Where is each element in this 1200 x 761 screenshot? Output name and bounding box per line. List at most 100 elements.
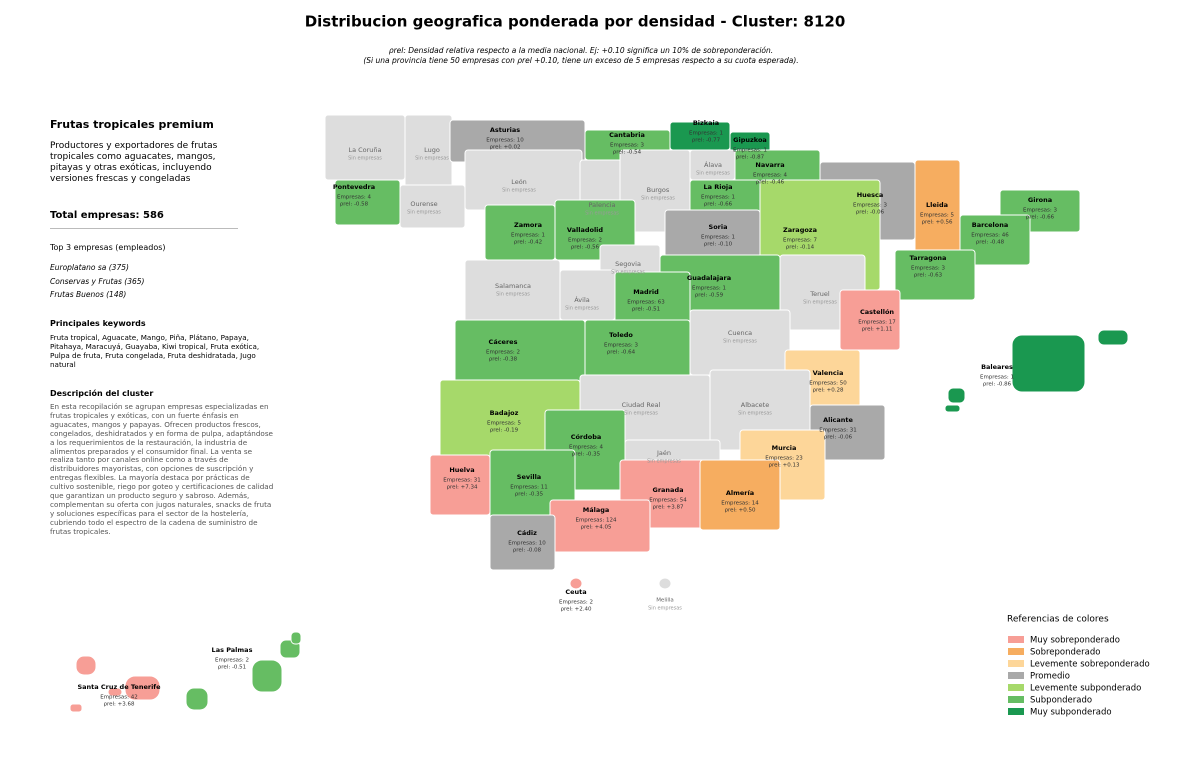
province-shape bbox=[489, 514, 556, 571]
top-item: Europlatano sa (375) bbox=[50, 263, 129, 272]
province-name: Huelva bbox=[449, 466, 474, 474]
province-shape bbox=[290, 631, 302, 645]
province-name: Ávila bbox=[574, 295, 590, 304]
province-name: Ourense bbox=[410, 200, 437, 208]
province-count: Empresas: 124 bbox=[575, 518, 617, 524]
province-rho: ρrel: -0.06 bbox=[824, 435, 853, 441]
province-name: Castellón bbox=[860, 308, 894, 316]
province-shape bbox=[584, 319, 691, 381]
top-item: Conservas y Frutas (365) bbox=[50, 277, 145, 286]
province-count: Empresas: 3 bbox=[610, 143, 645, 149]
province-rho: ρrel: -0.08 bbox=[513, 548, 542, 554]
province-rho: ρrel: -0.59 bbox=[695, 293, 724, 299]
legend-swatch bbox=[1008, 636, 1024, 643]
province-shape bbox=[1011, 334, 1086, 393]
legend-label: Subponderado bbox=[1030, 696, 1092, 706]
province-name: Las Palmas bbox=[212, 646, 253, 654]
province-name: Soria bbox=[709, 223, 728, 231]
province-count: Empresas: 1 bbox=[511, 233, 545, 239]
province-name: Alicante bbox=[823, 416, 853, 424]
province-rho: ρrel: +3.87 bbox=[653, 505, 685, 511]
province-rho: ρrel: +4.05 bbox=[581, 525, 613, 531]
province-count: Empresas: 5 bbox=[920, 213, 955, 219]
province-name: Girona bbox=[1028, 196, 1052, 204]
province-name: Cáceres bbox=[489, 338, 518, 346]
province-count: Empresas: 4 bbox=[753, 173, 788, 179]
subtitle: (Si una provincia tiene 50 empresas con … bbox=[363, 56, 798, 65]
province-count: Empresas: 54 bbox=[649, 498, 687, 504]
province-shape bbox=[894, 249, 976, 301]
province-count: Empresas: 3 bbox=[853, 203, 888, 209]
province-name: Granada bbox=[653, 486, 684, 494]
province-count: Empresas: 63 bbox=[627, 300, 665, 306]
province-name: Huesca bbox=[857, 191, 884, 199]
province-note: Sin empresas bbox=[611, 270, 645, 276]
province-rho: ρrel: -0.77 bbox=[692, 138, 721, 144]
cluster-intro: Productores y exportadores de frutas tro… bbox=[50, 141, 218, 184]
province-count: Empresas: 46 bbox=[971, 233, 1009, 239]
province-shape bbox=[947, 387, 966, 404]
province-name: Segovia bbox=[615, 260, 641, 268]
province-note: Sin empresas bbox=[647, 459, 681, 465]
province-note: Sin empresas bbox=[415, 156, 449, 162]
province-name: Tarragona bbox=[910, 254, 947, 262]
province-count: Empresas: 17 bbox=[858, 320, 896, 326]
province-name: Bizkaia bbox=[693, 119, 719, 127]
province-shape bbox=[944, 404, 961, 413]
province-count: Empresas: 50 bbox=[809, 381, 847, 387]
province-count: Empresas: 42 bbox=[100, 695, 138, 701]
province-rho: ρrel: -0.63 bbox=[914, 273, 943, 279]
province-count: Empresas: 1 bbox=[980, 375, 1014, 381]
province-shape bbox=[124, 675, 161, 701]
province-name: Valladolid bbox=[567, 226, 603, 234]
legend-swatch bbox=[1008, 684, 1024, 691]
province-rho: ρrel: +3.68 bbox=[104, 702, 136, 708]
province-note: Sin empresas bbox=[648, 606, 682, 612]
province-name: Badajoz bbox=[490, 409, 519, 417]
legend-swatch bbox=[1008, 708, 1024, 715]
province-name: Cuenca bbox=[728, 329, 752, 337]
province-shape bbox=[559, 269, 616, 321]
province-shape bbox=[959, 214, 1031, 266]
legend-swatch bbox=[1008, 696, 1024, 703]
legend-swatch bbox=[1008, 660, 1024, 667]
legend-label: Promedio bbox=[1030, 672, 1070, 682]
keywords: Fruta tropical, Aguacate, Mango, Piña, P… bbox=[50, 333, 260, 369]
province-rho: ρrel: -0.35 bbox=[572, 452, 601, 458]
province-rho: ρrel: -0.06 bbox=[856, 210, 885, 216]
province-note: Sin empresas bbox=[738, 411, 772, 417]
province-count: Empresas: 7 bbox=[783, 238, 818, 244]
province-note: Sin empresas bbox=[565, 306, 599, 312]
province-rho: ρrel: -0.58 bbox=[340, 202, 369, 208]
province-note: Sin empresas bbox=[624, 411, 658, 417]
province-name: Guadalajara bbox=[687, 274, 731, 282]
labels: La Coruña Sin empresas Lugo Sin empresas Ast… bbox=[77, 119, 1057, 708]
province-name: Murcia bbox=[772, 444, 797, 452]
province-rho: ρrel: -0.87 bbox=[736, 155, 765, 161]
province-rho: ρrel: -0.51 bbox=[632, 307, 660, 313]
province-note: Sin empresas bbox=[407, 210, 441, 216]
province-count: Empresas: 14 bbox=[721, 501, 759, 507]
description-title: Descripción del cluster bbox=[50, 389, 154, 398]
province-count: Empresas: 23 bbox=[765, 456, 803, 462]
province-note: Sin empresas bbox=[641, 196, 675, 202]
province-count: Empresas: 31 bbox=[443, 478, 481, 484]
province-rho: ρrel: +0.28 bbox=[813, 388, 845, 394]
legend-label: Sobreponderado bbox=[1030, 648, 1100, 658]
province-rho: ρrel: -0.51 bbox=[218, 665, 246, 671]
province-name: Madrid bbox=[633, 288, 659, 296]
province-rho: ρrel: +0.50 bbox=[725, 508, 757, 514]
province-count: Empresas: 3 bbox=[604, 343, 639, 349]
title: Distribucion geografica ponderada por de… bbox=[305, 13, 846, 31]
top-item: Frutas Buenos (148) bbox=[50, 290, 127, 299]
province-name: León bbox=[511, 178, 527, 186]
subtitle: ρrel: Densidad relativa respecto a la me… bbox=[389, 46, 773, 55]
province-rho: ρrel: -0.54 bbox=[613, 150, 642, 156]
province-shape bbox=[1097, 329, 1129, 346]
province-rho: ρrel: -0.86 bbox=[983, 382, 1012, 388]
province-rho: ρrel: +0.02 bbox=[490, 145, 521, 151]
province-name: Pontevedra bbox=[333, 183, 375, 191]
province-count: Empresas: 1 bbox=[733, 148, 767, 154]
cluster-title: Frutas tropicales premium bbox=[50, 118, 214, 131]
province-rho: ρrel: +7.34 bbox=[447, 485, 479, 491]
